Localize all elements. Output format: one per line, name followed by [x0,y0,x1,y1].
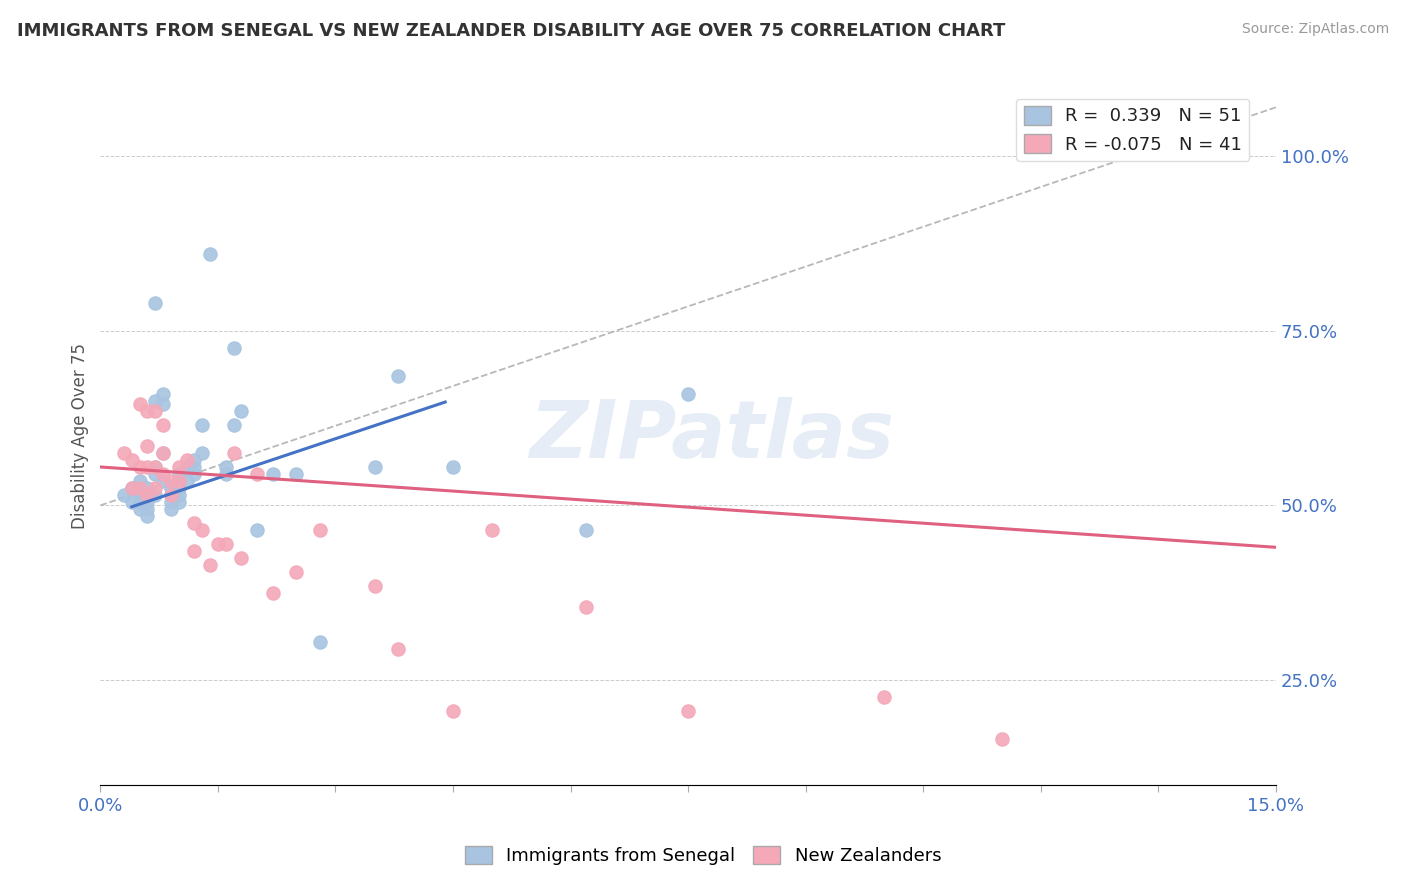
Y-axis label: Disability Age Over 75: Disability Age Over 75 [72,343,89,529]
Point [112,446,135,460]
Point [215,537,238,551]
Point [160,488,183,502]
Point [441,460,464,475]
Point [160,495,183,509]
Point [262,585,284,599]
Point [160,474,183,488]
Point [676,386,699,401]
Point [222,341,245,355]
Point [575,599,598,614]
Point [167,488,190,502]
Point [222,446,245,460]
Point [198,558,221,572]
Text: IMMIGRANTS FROM SENEGAL VS NEW ZEALANDER DISABILITY AGE OVER 75 CORRELATION CHAR: IMMIGRANTS FROM SENEGAL VS NEW ZEALANDER… [17,22,1005,40]
Point [387,369,409,384]
Point [121,481,143,495]
Point [128,397,150,411]
Point [136,404,159,418]
Point [143,296,166,310]
Point [128,495,150,509]
Point [222,418,245,433]
Point [441,705,464,719]
Point [143,404,166,418]
Point [215,460,238,475]
Point [136,508,159,523]
Point [152,446,174,460]
Point [136,481,159,495]
Point [152,474,174,488]
Point [128,502,150,516]
Point [128,488,150,502]
Point [128,460,150,475]
Point [143,393,166,408]
Point [167,481,190,495]
Text: Source: ZipAtlas.com: Source: ZipAtlas.com [1241,22,1389,37]
Legend: R =  0.339   N = 51, R = -0.075   N = 41: R = 0.339 N = 51, R = -0.075 N = 41 [1017,99,1250,161]
Point [167,460,190,475]
Point [152,397,174,411]
Point [176,453,198,467]
Point [143,488,166,502]
Point [183,467,205,481]
Point [481,523,503,537]
Point [215,467,238,481]
Point [363,460,385,475]
Point [231,404,253,418]
Point [143,460,166,475]
Point [246,523,269,537]
Point [176,474,198,488]
Point [191,418,214,433]
Point [183,453,205,467]
Point [143,460,166,475]
Text: ZIPatlas: ZIPatlas [529,397,894,475]
Point [676,705,699,719]
Point [160,502,183,516]
Point [136,502,159,516]
Point [167,495,190,509]
Point [198,247,221,261]
Point [121,481,143,495]
Point [136,488,159,502]
Point [207,537,229,551]
Point [128,481,150,495]
Point [136,439,159,453]
Point [136,460,159,475]
Point [128,474,150,488]
Point [160,481,183,495]
Point [121,453,143,467]
Point [152,386,174,401]
Point [990,732,1012,747]
Point [246,467,269,481]
Point [231,550,253,565]
Point [167,474,190,488]
Point [136,495,159,509]
Point [191,446,214,460]
Point [873,690,896,705]
Point [143,467,166,481]
Point [285,565,308,579]
Point [152,467,174,481]
Point [191,523,214,537]
Point [285,467,308,481]
Point [152,446,174,460]
Point [262,467,284,481]
Point [183,516,205,530]
Point [167,467,190,481]
Point [183,460,205,475]
Point [308,523,330,537]
Point [183,543,205,558]
Legend: Immigrants from Senegal, New Zealanders: Immigrants from Senegal, New Zealanders [457,838,949,872]
Point [308,634,330,648]
Point [112,488,135,502]
Point [575,523,598,537]
Point [121,495,143,509]
Point [387,641,409,656]
Point [143,481,166,495]
Point [136,488,159,502]
Point [152,418,174,433]
Point [363,579,385,593]
Point [160,488,183,502]
Point [176,460,198,475]
